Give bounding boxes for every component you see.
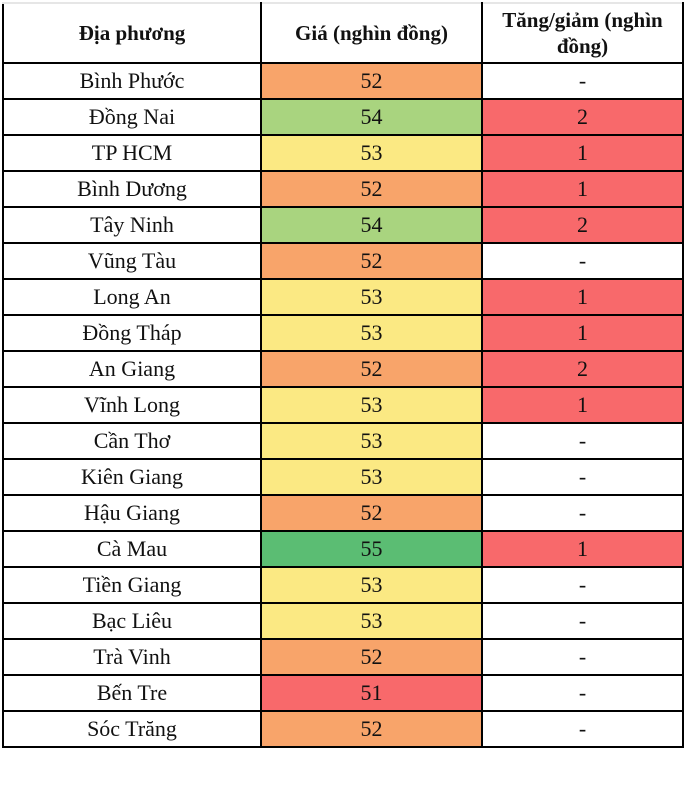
table-row: Bình Dương 52 1 (2, 170, 684, 208)
region-cell: Cần Thơ (2, 422, 262, 460)
region-cell: TP HCM (2, 134, 262, 172)
table-row: An Giang 52 2 (2, 350, 684, 388)
table-row: Bạc Liêu 53- (2, 602, 684, 640)
table-row: Đồng Tháp 53 1 (2, 314, 684, 352)
column-header-region: Địa phương (2, 2, 262, 64)
table-row: Cà Mau 55 1 (2, 530, 684, 568)
region-cell: Tiền Giang (2, 566, 262, 604)
change-cell: - (481, 494, 684, 532)
price-cell: 52 (260, 350, 483, 388)
price-cell: 53 (260, 458, 483, 496)
price-cell: 53 (260, 566, 483, 604)
region-cell: Trà Vinh (2, 638, 262, 676)
region-cell: Bạc Liêu (2, 602, 262, 640)
region-cell: Đồng Tháp (2, 314, 262, 352)
region-cell: Hậu Giang (2, 494, 262, 532)
change-cell: - (481, 242, 684, 280)
price-cell: 53 (260, 602, 483, 640)
change-cell: - (481, 566, 684, 604)
table-row: Hậu Giang 52- (2, 494, 684, 532)
region-cell: Vũng Tàu (2, 242, 262, 280)
table-body: Bình Phước 52- Đồng Nai 54 2 TP HCM 53 1 Bình Dư… (2, 62, 684, 748)
change-cell: 2 (481, 98, 684, 136)
change-cell: - (481, 422, 684, 460)
table-row: Trà Vinh 52- (2, 638, 684, 676)
table-row: Long An 53 1 (2, 278, 684, 316)
change-cell: - (481, 710, 684, 748)
price-cell: 52 (260, 62, 483, 100)
change-cell: 1 (481, 170, 684, 208)
region-cell: An Giang (2, 350, 262, 388)
change-cell: - (481, 602, 684, 640)
change-cell: 1 (481, 530, 684, 568)
table-row: Vĩnh Long 53 1 (2, 386, 684, 424)
price-cell: 53 (260, 386, 483, 424)
table-row: Bến Tre 51- (2, 674, 684, 712)
region-cell: Long An (2, 278, 262, 316)
region-cell: Kiên Giang (2, 458, 262, 496)
price-table: Địa phương Giá (nghìn đồng) Tăng/giảm (n… (2, 2, 684, 748)
change-cell: - (481, 638, 684, 676)
price-cell: 51 (260, 674, 483, 712)
column-header-change: Tăng/giảm (nghìn đồng) (481, 2, 684, 64)
price-cell: 52 (260, 710, 483, 748)
header-row: Địa phương Giá (nghìn đồng) Tăng/giảm (n… (2, 2, 684, 64)
change-cell: - (481, 62, 684, 100)
price-cell: 52 (260, 242, 483, 280)
price-cell: 53 (260, 134, 483, 172)
change-cell: - (481, 674, 684, 712)
change-cell: 1 (481, 386, 684, 424)
change-cell: 1 (481, 134, 684, 172)
change-cell: - (481, 458, 684, 496)
price-cell: 52 (260, 638, 483, 676)
table-row: Tây Ninh 54 2 (2, 206, 684, 244)
region-cell: Cà Mau (2, 530, 262, 568)
table-row: Vũng Tàu 52- (2, 242, 684, 280)
price-cell: 52 (260, 170, 483, 208)
table-row: Đồng Nai 54 2 (2, 98, 684, 136)
table-row: TP HCM 53 1 (2, 134, 684, 172)
price-cell: 54 (260, 98, 483, 136)
price-cell: 53 (260, 422, 483, 460)
table-row: Bình Phước 52- (2, 62, 684, 100)
price-cell: 53 (260, 314, 483, 352)
table-row: Sóc Trăng 52- (2, 710, 684, 748)
change-cell: 2 (481, 206, 684, 244)
column-header-price: Giá (nghìn đồng) (260, 2, 483, 64)
region-cell: Tây Ninh (2, 206, 262, 244)
region-cell: Bến Tre (2, 674, 262, 712)
change-cell: 1 (481, 314, 684, 352)
table-row: Kiên Giang 53- (2, 458, 684, 496)
change-cell: 1 (481, 278, 684, 316)
region-cell: Bình Phước (2, 62, 262, 100)
change-cell: 2 (481, 350, 684, 388)
price-cell: 54 (260, 206, 483, 244)
price-cell: 55 (260, 530, 483, 568)
price-cell: 53 (260, 278, 483, 316)
region-cell: Vĩnh Long (2, 386, 262, 424)
region-cell: Sóc Trăng (2, 710, 262, 748)
region-cell: Bình Dương (2, 170, 262, 208)
table-row: Cần Thơ 53- (2, 422, 684, 460)
region-cell: Đồng Nai (2, 98, 262, 136)
table-row: Tiền Giang 53- (2, 566, 684, 604)
price-cell: 52 (260, 494, 483, 532)
